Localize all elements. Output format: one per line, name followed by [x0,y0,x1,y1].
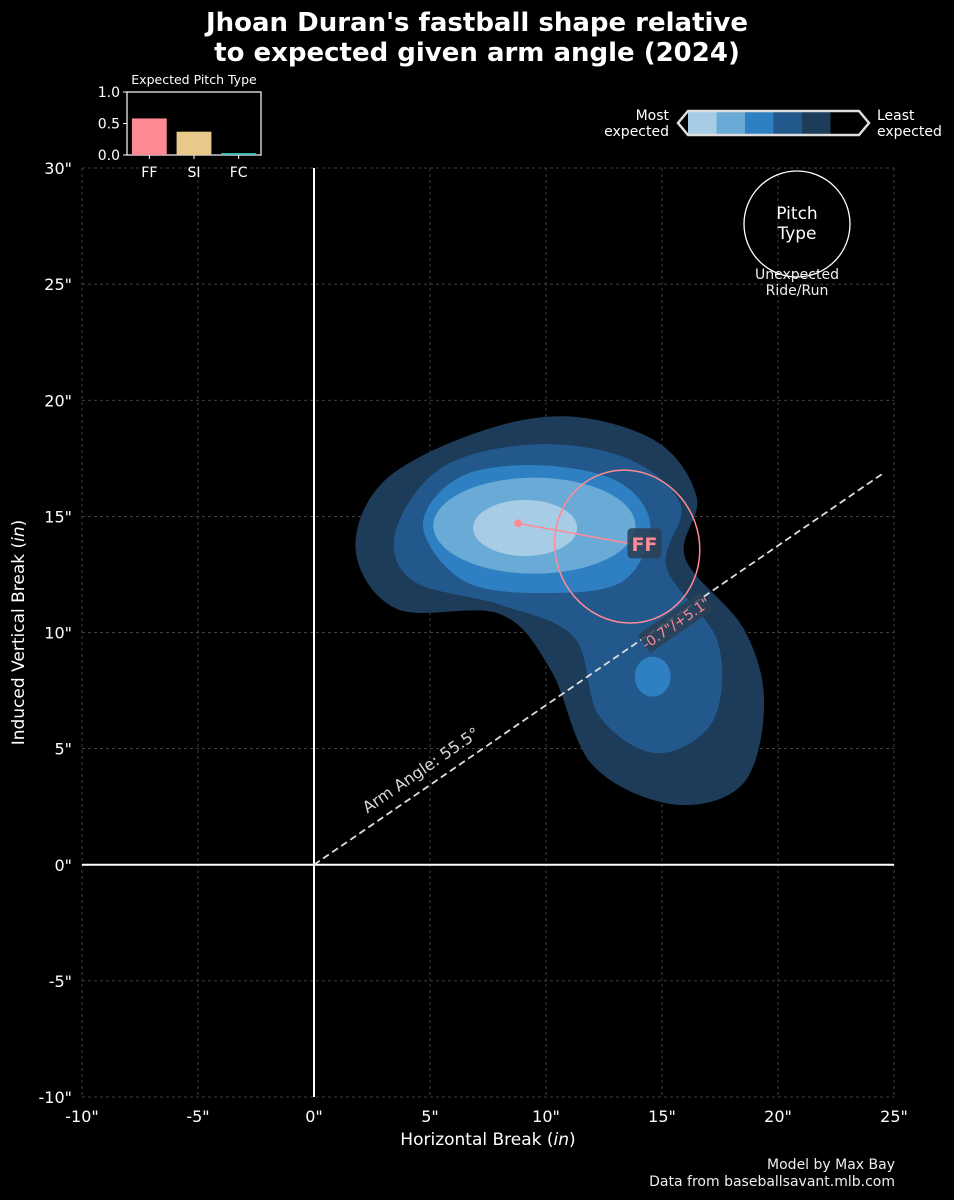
legend-circle-sublabel: Unexpected Ride/Run [755,267,839,299]
colorbar-outline [676,109,871,137]
inset-y-tick-label: 0.5 [98,117,120,133]
x-tick-label: 0" [305,1107,323,1126]
density-level-3-secondary [634,656,671,697]
title-line-1: Jhoan Duran's fastball shape relative [205,8,749,38]
x-tick-label: 5" [421,1107,439,1126]
pitch-connector [518,522,634,545]
x-tick-label: 20" [764,1107,792,1126]
y-tick-label: 5" [54,740,72,759]
title-line-2: to expected given arm angle (2024) [214,38,740,68]
y-tick-label: -5" [49,972,72,991]
arm-angle-line [313,471,886,866]
colorbar-swatch [716,111,746,135]
expected-point [514,519,523,528]
legend-circle [743,170,851,278]
legend-circle-label: Pitch Type [776,204,817,244]
arm-angle-label: Arm Angle: 55.5° [359,723,483,817]
y-tick-label: 10" [44,624,72,643]
colorbar-swatch [802,111,831,135]
chart-title: Jhoan Duran's fastball shape relative to… [0,8,954,68]
legend-most-label: Most expected [604,108,669,140]
y-axis-label: Induced Vertical Break (in) [9,520,29,746]
x-tick-label: 10" [532,1107,560,1126]
inset-title: Expected Pitch Type [131,72,257,87]
inset-x-tick-label: SI [187,165,200,181]
inset-bar [176,131,212,155]
inset-bar [221,153,257,155]
pitch-ellipse [553,469,701,624]
inset-x-tick-label: FC [230,165,248,181]
x-tick-label: 15" [648,1107,676,1126]
y-tick-label: 15" [44,507,72,526]
grid [81,167,895,1098]
diff-label-box [637,591,713,653]
inset-x-tick-label: FF [141,165,157,181]
x-axis-label: Horizontal Break (in) [400,1130,575,1150]
y-tick-label: -10" [39,1088,73,1107]
y-tick-label: 25" [44,275,72,294]
density-level-5 [473,499,578,556]
credit-source: Data from baseballsavant.mlb.com [649,1174,895,1190]
pitch-label-box [627,528,662,559]
x-tick-label: -10" [65,1107,99,1126]
y-tick-label: 20" [44,391,72,410]
inset-bar [131,118,167,155]
colorbar-swatch [688,111,717,135]
colorbar-swatch [745,111,774,135]
colorbar-swatch [773,111,803,135]
x-tick-label: -5" [186,1107,209,1126]
colorbar [676,109,871,137]
colorbar-swatch [830,111,860,135]
x-tick-label: 25" [880,1107,908,1126]
y-tick-label: 0" [54,856,72,875]
inset-y-tick-label: 0.0 [98,148,120,164]
inset-y-tick-label: 1.0 [98,85,120,101]
pitch-label: FF [631,534,657,556]
legend-least-label: Least expected [877,108,942,140]
y-tick-label: 30" [44,159,72,178]
credit-author: Model by Max Bay [767,1157,895,1173]
